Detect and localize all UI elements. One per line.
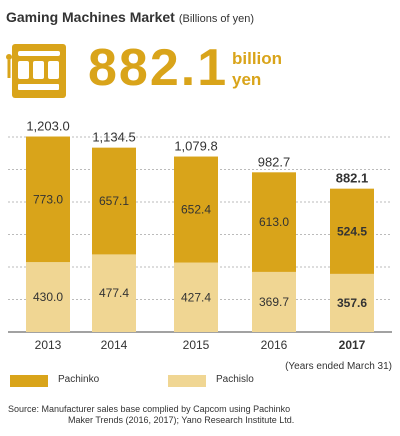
legend-swatch-pachislo bbox=[168, 375, 206, 387]
bar-pachislo-2013 bbox=[26, 262, 70, 332]
x-tick-label-2013: 2013 bbox=[35, 338, 62, 352]
bar-pachislo-2015 bbox=[174, 262, 218, 332]
bar-pachislo-2016 bbox=[252, 271, 296, 332]
slot-machine-icon bbox=[6, 42, 72, 100]
bar-pachislo-2014 bbox=[92, 254, 136, 332]
legend-label-pachislo: Pachislo bbox=[216, 374, 254, 385]
total-market-unit: billion yen bbox=[232, 48, 312, 90]
fiscal-year-note: (Years ended March 31) bbox=[285, 361, 392, 372]
value-label-pachinko-2017: 524.5 bbox=[337, 224, 367, 238]
total-label-2015: 1,079.8 bbox=[174, 139, 217, 154]
value-label-pachinko-2016: 613.0 bbox=[259, 215, 289, 229]
x-tick-label-2014: 2014 bbox=[101, 338, 128, 352]
chart-title: Gaming Machines Market (Billions of yen) bbox=[6, 9, 254, 25]
bar-pachinko-2017 bbox=[330, 188, 374, 274]
value-label-pachislo-2014: 477.4 bbox=[99, 286, 129, 300]
chart-title-text: Gaming Machines Market bbox=[6, 9, 175, 25]
value-label-pachislo-2016: 369.7 bbox=[259, 295, 289, 309]
legend-item-pachinko: Pachinko bbox=[10, 372, 160, 387]
bar-pachinko-2013 bbox=[26, 136, 70, 263]
total-unit-line1: billion bbox=[232, 49, 283, 68]
bar-pachinko-2014 bbox=[92, 147, 136, 255]
chart-unit: (Billions of yen) bbox=[178, 13, 255, 25]
value-label-pachislo-2015: 427.4 bbox=[181, 290, 211, 304]
source-line-1: Source: Manufacturer sales base complied… bbox=[8, 404, 291, 414]
total-label-2014: 1,134.5 bbox=[92, 130, 135, 145]
legend-item-pachislo: Pachislo bbox=[168, 372, 318, 387]
x-tick-label-2016: 2016 bbox=[261, 338, 288, 352]
x-tick-label-2015: 2015 bbox=[183, 338, 210, 352]
value-label-pachinko-2013: 773.0 bbox=[33, 192, 63, 206]
bar-pachinko-2016 bbox=[252, 172, 296, 272]
source-line-2: Maker Trends (2016, 2017); Yano Research… bbox=[68, 415, 295, 425]
value-label-pachislo-2013: 430.0 bbox=[33, 290, 63, 304]
value-label-pachislo-2017: 357.6 bbox=[337, 296, 367, 310]
total-label-2013: 1,203.0 bbox=[26, 119, 69, 134]
value-label-pachinko-2014: 657.1 bbox=[99, 194, 129, 208]
total-label-2016: 982.7 bbox=[258, 154, 291, 169]
total-market-value: 882.1 bbox=[88, 39, 229, 97]
x-tick-label-2017: 2017 bbox=[339, 338, 366, 352]
total-label-2017: 882.1 bbox=[336, 171, 369, 186]
legend-label-pachinko: Pachinko bbox=[58, 374, 100, 385]
total-unit-line2: yen bbox=[232, 70, 262, 89]
value-label-pachinko-2015: 652.4 bbox=[181, 203, 211, 217]
bar-pachinko-2015 bbox=[174, 156, 218, 263]
source-note: Source: Manufacturer sales base complied… bbox=[8, 404, 396, 426]
bar-pachislo-2017 bbox=[330, 273, 374, 332]
legend-swatch-pachinko bbox=[10, 375, 48, 387]
